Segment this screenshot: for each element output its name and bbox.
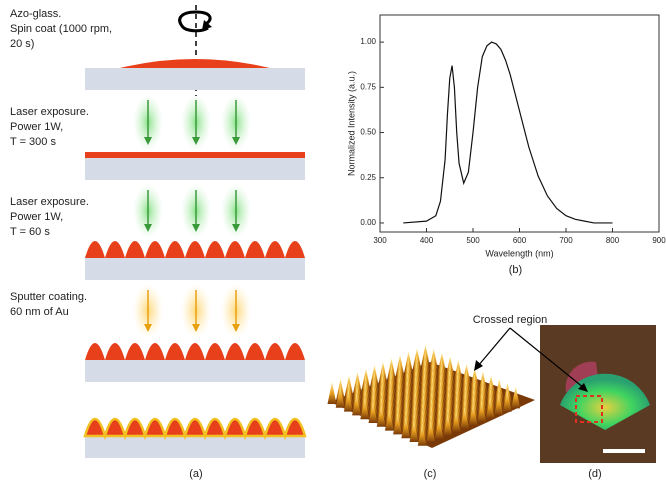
step-text: Sputter coating.	[10, 291, 87, 303]
x-tick-label: 800	[606, 236, 620, 245]
caption: (c)	[424, 468, 437, 480]
substrate	[85, 258, 305, 280]
x-axis-label: Wavelength (nm)	[485, 248, 553, 258]
x-tick-label: 600	[513, 236, 527, 245]
surface-relief	[85, 343, 305, 360]
x-tick-label: 500	[466, 236, 480, 245]
surface-relief	[85, 419, 305, 436]
substrate	[85, 158, 305, 180]
x-tick-label: 400	[420, 236, 434, 245]
step-text: Power 1W,	[10, 211, 63, 223]
step-text: Power 1W,	[10, 121, 63, 133]
annotation: Crossed region	[473, 314, 548, 326]
substrate	[85, 68, 305, 90]
step-text: Azo-glass.	[10, 8, 61, 20]
step-text: Laser exposure.	[10, 106, 89, 118]
step-text: T = 300 s	[10, 136, 56, 148]
x-tick-label: 300	[373, 236, 387, 245]
scale-bar	[603, 449, 645, 453]
step-text: Laser exposure.	[10, 196, 89, 208]
y-tick-label: 0.50	[360, 128, 376, 137]
substrate	[85, 436, 305, 458]
caption: (d)	[588, 468, 601, 480]
y-tick-label: 1.00	[360, 37, 376, 46]
x-tick-label: 900	[652, 236, 666, 245]
caption: (a)	[189, 468, 202, 480]
y-tick-label: 0.25	[360, 173, 376, 182]
substrate	[85, 360, 305, 382]
y-tick-label: 0.75	[360, 82, 376, 91]
panel-a: (a) Azo-glass. Spin coat (1000 rpm, 20 s) L…	[10, 5, 305, 480]
surface-relief	[85, 241, 305, 258]
azo-drop	[120, 59, 270, 68]
azo-film	[85, 152, 305, 158]
y-axis-label: Normalized Intensity (a.u.)	[346, 71, 356, 176]
figure: (a) Azo-glass. Spin coat (1000 rpm, 20 s) L…	[0, 0, 666, 481]
surface-peak	[328, 382, 337, 404]
y-tick-label: 0.00	[360, 218, 376, 227]
panel-c: (c)	[328, 345, 536, 480]
x-tick-label: 700	[559, 236, 573, 245]
panel-b: 0.00 0.25 0.50 0.75 1.00 300 400 500 600 700 800 90…	[346, 15, 666, 276]
step-text: T = 60 s	[10, 226, 50, 238]
step-text: 20 s)	[10, 38, 34, 50]
caption: (b)	[509, 264, 522, 276]
spectrum-line	[403, 42, 612, 223]
plot-frame	[380, 15, 659, 232]
step-text: 60 nm of Au	[10, 306, 69, 318]
step-text: Spin coat (1000 rpm,	[10, 23, 112, 35]
